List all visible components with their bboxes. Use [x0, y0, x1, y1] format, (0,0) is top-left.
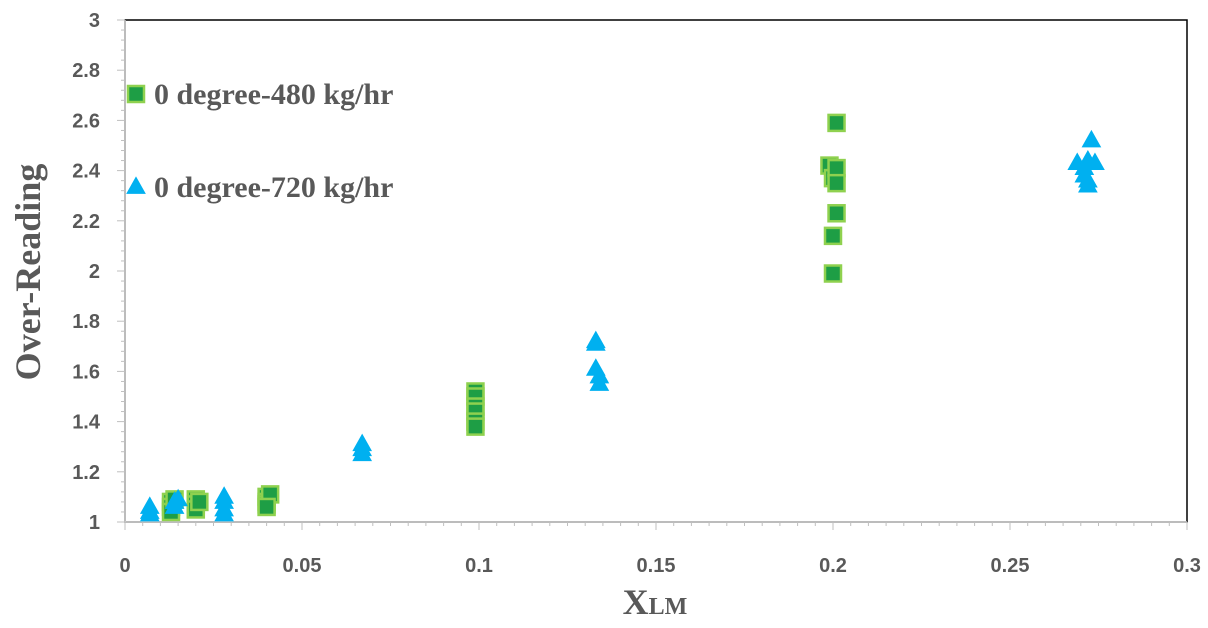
x-axis: 0 0.05 0.1 0.15 0.2 0.25 0.3 [119, 521, 1201, 577]
x-axis-title: XLM [623, 582, 688, 622]
data-point [214, 503, 234, 522]
y-axis-title: Over-Reading [8, 164, 48, 381]
legend-label: 0 degree-720 kg/hr [154, 171, 393, 204]
legend-marker [126, 176, 146, 194]
legend-label: 0 degree-480 kg/hr [154, 78, 393, 111]
x-tick-label: 0.15 [637, 555, 676, 577]
series-triangle [139, 129, 1105, 522]
y-tick-label: 1 [89, 512, 100, 534]
x-tick-label: 0.05 [283, 555, 322, 577]
data-point [139, 503, 160, 522]
data-point [168, 488, 188, 507]
legend-item: 0 degree-720 kg/hr [126, 171, 393, 204]
y-tick-label: 3 [89, 10, 100, 32]
data-point [257, 497, 276, 517]
data-point [827, 204, 846, 223]
data-point [190, 492, 209, 512]
data-point [352, 443, 373, 462]
y-tick-label: 1.8 [72, 311, 100, 333]
legend-marker [126, 84, 146, 104]
data-point [585, 333, 606, 351]
data-point [823, 264, 843, 283]
y-tick-label: 1.6 [72, 361, 100, 383]
x-tick-label: 0.1 [465, 555, 493, 577]
y-tick-label: 2 [89, 261, 100, 283]
y-tick-label: 2.2 [72, 211, 100, 233]
data-point [823, 226, 843, 246]
y-tick-label: 2.6 [72, 110, 100, 132]
plot-area [124, 19, 1188, 523]
data-point [827, 173, 846, 193]
data-point [1081, 129, 1102, 148]
x-tick-label: 0.2 [819, 555, 847, 577]
y-tick-label: 1.2 [72, 462, 100, 484]
y-tick-label: 2.4 [72, 161, 101, 183]
x-tick-label: 0 [119, 555, 130, 577]
y-tick-label: 2.8 [72, 60, 100, 82]
x-tick-label: 0.25 [991, 555, 1030, 577]
y-axis: 1 1.2 1.4 1.6 1.8 2 2.2 2.4 2.6 2.8 3 [72, 10, 126, 534]
data-point [1085, 152, 1105, 170]
y-tick-label: 1.4 [72, 412, 101, 434]
legend: 0 degree-480 kg/hr 0 degree-720 kg/hr [126, 78, 393, 204]
data-points [139, 113, 1105, 522]
data-point [1078, 175, 1098, 193]
x-axis-title-main: X [623, 582, 649, 622]
legend-item: 0 degree-480 kg/hr [126, 78, 393, 111]
x-axis-title-subscript: LM [649, 594, 688, 620]
x-tick-label: 0.3 [1173, 555, 1201, 577]
data-point [827, 113, 846, 133]
data-point [589, 373, 610, 391]
data-point [827, 158, 846, 178]
data-point [466, 417, 485, 436]
